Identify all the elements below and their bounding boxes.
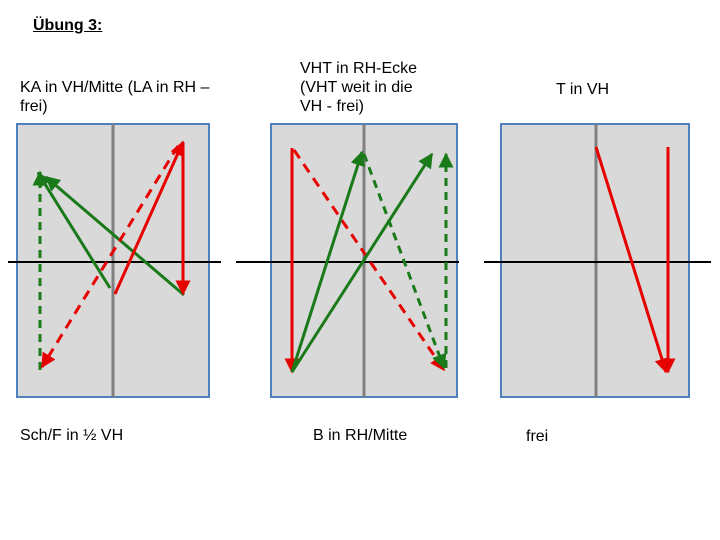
arrow-red (594, 146, 670, 374)
panel-1-arrows (32, 140, 191, 370)
arrow-red (113, 140, 185, 295)
panel-2-arrows (284, 148, 454, 374)
exercise-title: Übung 3: (33, 17, 103, 34)
arrow-green (44, 175, 185, 297)
panel-2-top-label: VHT in RH-Ecke (VHT weit in die VH - fre… (300, 60, 418, 115)
panel-1-top-label: KA in VH/Mitte (LA in RH – frei) (20, 79, 210, 115)
arrow-green (36, 171, 112, 289)
court-panel-3 (500, 123, 690, 398)
panel-2-bottom-label: B in RH/Mitte (313, 427, 408, 444)
arrow-red-dashed (292, 149, 446, 372)
court-panel-1 (16, 123, 210, 398)
panel-3-bottom-label: frei (526, 428, 549, 445)
panel-3-arrows (594, 146, 676, 374)
panel-3-top-label: T in VH (556, 81, 610, 98)
arrow-green (290, 150, 366, 373)
arrow-red-dashed (40, 145, 180, 369)
arrow-green (290, 152, 434, 373)
arrow-green-dashed (362, 153, 447, 370)
panel-1-bottom-label: Sch/F in ½ VH (20, 427, 124, 444)
